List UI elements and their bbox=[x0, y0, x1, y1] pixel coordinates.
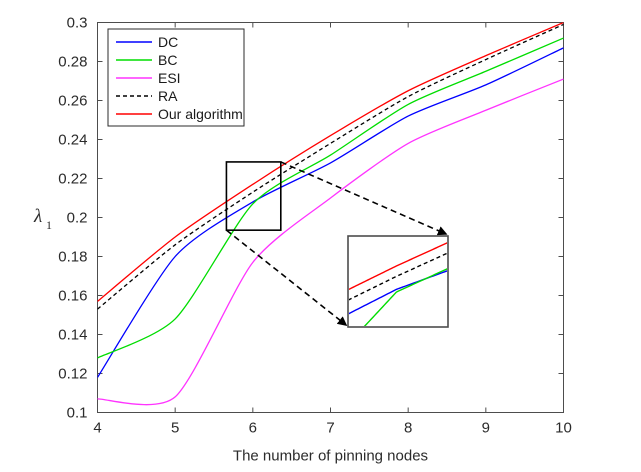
legend-label-esi: ESI bbox=[158, 70, 181, 86]
selection-rectangle[interactable] bbox=[225, 161, 282, 231]
inset-series-line-bc bbox=[363, 268, 447, 326]
y-tick-label: 0.2 bbox=[67, 210, 88, 227]
x-tick-label: 4 bbox=[93, 420, 101, 437]
x-tick-label: 7 bbox=[326, 420, 334, 437]
y-tick-label: 0.18 bbox=[58, 249, 87, 266]
magnified-inset-content bbox=[349, 242, 447, 326]
series-layer bbox=[97, 22, 564, 406]
x-tick-label: 10 bbox=[555, 420, 572, 437]
x-tick-label: 6 bbox=[249, 420, 257, 437]
series-line-ra bbox=[97, 23, 564, 310]
y-tick-label: 0.16 bbox=[58, 288, 87, 305]
inset-series-line-our-algorithm bbox=[349, 242, 447, 291]
y-tick-label: 0.22 bbox=[58, 171, 87, 188]
series-line-dc bbox=[97, 47, 564, 378]
arrow-top bbox=[280, 161, 448, 236]
arrow-bottom bbox=[225, 229, 348, 326]
x-tick-label: 9 bbox=[482, 420, 490, 437]
legend-label-our-algorithm: Our algorithm bbox=[158, 106, 243, 122]
legend-label-dc: DC bbox=[158, 34, 178, 50]
inset-series-line-ra bbox=[349, 252, 447, 301]
x-tick-label: 5 bbox=[171, 420, 179, 437]
series-line-bc bbox=[97, 37, 564, 359]
series-line-our-algorithm bbox=[97, 22, 564, 302]
y-axis-title-subscript: 1 bbox=[46, 218, 52, 232]
y-tick-label: 0.12 bbox=[58, 366, 87, 383]
x-tick-label: 8 bbox=[404, 420, 412, 437]
y-tick-label: 0.3 bbox=[67, 15, 88, 32]
y-tick-label: 0.14 bbox=[58, 327, 87, 344]
y-tick-label: 0.1 bbox=[67, 405, 88, 422]
legend-label-bc: BC bbox=[158, 52, 177, 68]
y-axis-title: λ bbox=[33, 206, 42, 227]
legend-label-ra: RA bbox=[158, 88, 178, 104]
x-axis-title: The number of pinning nodes bbox=[233, 448, 428, 465]
series-line-esi bbox=[97, 78, 564, 406]
y-tick-label: 0.24 bbox=[58, 132, 87, 149]
y-tick-label: 0.26 bbox=[58, 93, 87, 110]
y-tick-label: 0.28 bbox=[58, 54, 87, 71]
